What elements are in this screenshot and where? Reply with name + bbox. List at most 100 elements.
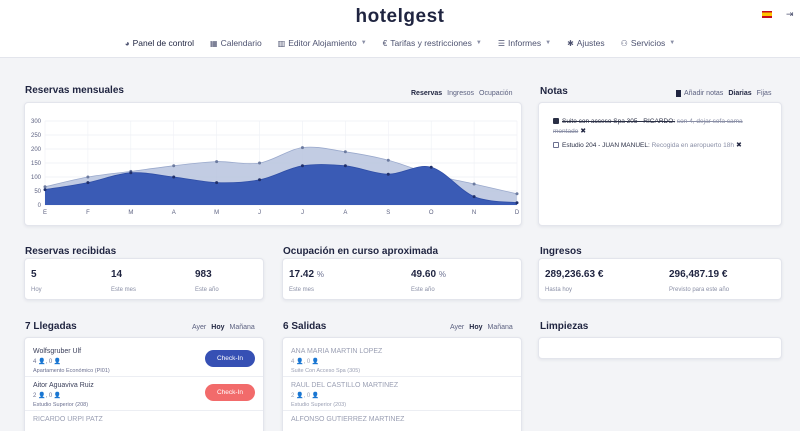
chart-x-tick-label: J (301, 210, 304, 216)
list-item: Wolfsgruber Ulf 4 👤, 0 👤 Apartamento Eco… (25, 344, 263, 377)
chart-point (300, 146, 304, 150)
chart-point (472, 182, 476, 186)
llegadas-title: 7 Llegadas (25, 321, 77, 332)
chart-point (429, 165, 433, 169)
nav-calendario[interactable]: ▦ Calendario (210, 38, 262, 48)
guest-pax: 2 👤, 0 👤 (33, 393, 62, 399)
chart-x-tick-label: N (472, 210, 476, 216)
note-checkbox[interactable] (553, 118, 559, 124)
chart-y-tick-label: 150 (31, 161, 42, 167)
brand-logo[interactable]: hotelgest (355, 6, 445, 27)
nav-informes[interactable]: ☰ Informes ▼ (497, 38, 552, 48)
chart-y-tick-label: 250 (31, 133, 42, 139)
tab-reservas[interactable]: Reservas (411, 90, 443, 97)
ingresos-previsto-label: Previsto para este año (669, 287, 730, 293)
reservas-mes-label: Este mes (111, 287, 137, 293)
ocupacion-ano-label: Este año (411, 287, 435, 293)
guest-name[interactable]: Aitor Aguaviva Ruiz (33, 382, 94, 389)
reservas-ano-value: 983 (195, 269, 212, 280)
chart-point (300, 164, 304, 168)
child-icon: 👤 (53, 393, 62, 399)
ocupacion-mes-value: 17.42 % (289, 269, 324, 280)
ingresos-previsto-value: 296,487.19 € (669, 269, 728, 280)
chart-point (215, 181, 219, 185)
chart-point (472, 195, 476, 199)
chart-series-line (44, 164, 518, 204)
guest-name[interactable]: ALFONSO GUTIERREZ MARTINEZ (291, 416, 405, 423)
child-icon: 👤 (53, 359, 62, 365)
tab-diarias[interactable]: Diarias (728, 90, 752, 97)
guest-pax: 2 👤, 0 👤 (291, 393, 320, 399)
spain-flag-icon[interactable] (762, 11, 772, 18)
adult-icon: 👤 (38, 393, 46, 399)
ingresos-hasta-hoy-label: Hasta hoy (545, 287, 573, 293)
check-in-button[interactable]: Check-In (205, 384, 255, 401)
check-in-button[interactable]: Check-In (205, 350, 255, 367)
calendar-icon: ▦ (210, 38, 218, 48)
delete-note-icon[interactable]: ✖ (736, 142, 742, 149)
chart-point (258, 161, 262, 165)
guest-name[interactable]: ANA MARIA MARTIN LOPEZ (291, 348, 383, 355)
list-item: ALFONSO GUTIERREZ MARTINEZ (283, 412, 521, 431)
dashboard-icon: ◕ (124, 38, 130, 48)
notas-card: Suite con acceso Spa 305 - RICARDO: son … (538, 102, 782, 226)
ocupacion-mes-label: Este mes (289, 287, 315, 293)
guest-room: Estudio Superior (203) (291, 402, 347, 408)
adult-icon: 👤 (296, 393, 304, 399)
ingresos-card: 289,236.63 € Hasta hoy 296,487.19 € Prev… (538, 258, 782, 300)
reservas-mensuales-tabs: Reservas Ingresos Ocupación (411, 90, 512, 97)
chart-series-area (45, 164, 517, 205)
chart-x-tick-label: O (429, 210, 434, 216)
chart-x-tick-label: E (43, 210, 47, 216)
salidas-tabs: Ayer Hoy Mañana (450, 324, 513, 331)
limpiezas-card (538, 337, 782, 359)
chart-x-tick-label: M (214, 210, 219, 216)
reservas-hoy-value: 5 (31, 269, 37, 280)
chart-point (515, 201, 519, 205)
tab-manana[interactable]: Mañana (487, 324, 513, 331)
chart-point (515, 192, 519, 196)
nav-editor-alojamiento[interactable]: ▥ Editor Alojamiento ▼ (277, 38, 367, 48)
list-icon: ☰ (497, 38, 506, 48)
chart-point (386, 172, 390, 176)
exit-icon[interactable]: ⇥ (786, 9, 794, 19)
chart-point (343, 164, 347, 168)
tab-hoy[interactable]: Hoy (211, 324, 225, 331)
guest-name[interactable]: RAUL DEL CASTILLO MARTINEZ (291, 382, 399, 389)
nav-panel-de-control[interactable]: ◕ Panel de control (124, 38, 195, 48)
guest-name[interactable]: Wolfsgruber Ulf (33, 348, 82, 355)
chart-y-tick-label: 200 (31, 147, 42, 153)
chart-point (172, 164, 176, 168)
note-item: Suite con acceso Spa 305 - RICARDO: son … (553, 118, 743, 135)
notas-tabs: Añadir notas Diarias Fijas (676, 90, 771, 97)
chart-x-tick-label: F (86, 210, 90, 216)
guest-room: Suite Con Acceso Spa (305) (291, 368, 361, 374)
nav-servicios[interactable]: ⚇ Servicios ▼ (620, 38, 676, 48)
note-checkbox[interactable] (553, 142, 559, 148)
tab-fijas[interactable]: Fijas (756, 90, 772, 97)
add-note-button[interactable]: Añadir notas (676, 90, 723, 97)
chart-point (86, 181, 90, 185)
delete-note-icon[interactable]: ✖ (580, 128, 587, 135)
tab-manana[interactable]: Mañana (229, 324, 255, 331)
tab-ayer[interactable]: Ayer (192, 324, 207, 331)
salidas-title: 6 Salidas (283, 321, 327, 332)
limpiezas-title: Limpiezas (540, 321, 589, 332)
chart-x-tick-label: D (515, 210, 520, 216)
chart-point (86, 175, 90, 179)
list-item: ANA MARIA MARTIN LOPEZ 4 👤, 0 👤 Suite Co… (283, 344, 521, 377)
adult-icon: 👤 (296, 359, 304, 365)
tab-ocupacion[interactable]: Ocupación (479, 90, 513, 97)
chart-point (129, 171, 133, 175)
tab-ingresos[interactable]: Ingresos (447, 90, 474, 97)
reservas-ano-label: Este año (195, 287, 219, 293)
guest-name[interactable]: RICARDO URPI PATZ (33, 416, 103, 423)
nav-tarifas[interactable]: € Tarifas y restricciones ▼ (382, 38, 482, 48)
chart-x-tick-label: M (128, 210, 133, 216)
tab-hoy[interactable]: Hoy (469, 324, 483, 331)
tab-ayer[interactable]: Ayer (450, 324, 465, 331)
llegadas-tabs: Ayer Hoy Mañana (192, 324, 255, 331)
chevron-down-icon: ▼ (669, 40, 676, 46)
nav-ajustes[interactable]: ✱ Ajustes (567, 38, 605, 48)
chart-y-tick-label: 50 (34, 189, 41, 195)
